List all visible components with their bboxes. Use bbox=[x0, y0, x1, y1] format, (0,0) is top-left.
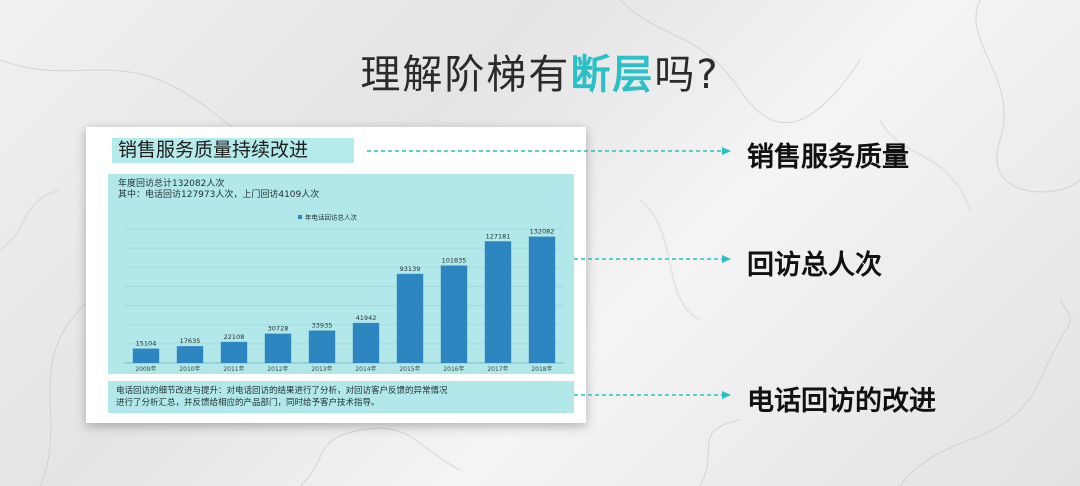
side-label-service-quality: 销售服务质量 bbox=[747, 142, 909, 173]
chart-bar bbox=[396, 273, 424, 363]
arrowhead-2 bbox=[722, 255, 731, 263]
page-title: 理解阶梯有断层吗? bbox=[0, 42, 1080, 100]
chart-bar bbox=[440, 265, 468, 363]
chart-bar bbox=[308, 330, 336, 363]
x-tick-label: 2014年 bbox=[355, 365, 376, 373]
page-title-suffix: 吗? bbox=[654, 52, 720, 98]
improvement-note-line-2: 进行了分析汇总，并反馈给相应的产品部门，同时给予客户技术指导。 bbox=[116, 398, 380, 408]
arrowhead-1 bbox=[722, 147, 731, 155]
chart-bar bbox=[132, 348, 160, 363]
bar-value-label: 17635 bbox=[180, 337, 201, 345]
x-tick-label: 2015年 bbox=[399, 365, 420, 373]
x-tick-label: 2010年 bbox=[179, 365, 200, 373]
chart-bar bbox=[528, 236, 556, 363]
bar-value-label: 93139 bbox=[400, 265, 421, 273]
bar-value-label: 33935 bbox=[312, 322, 333, 330]
x-tick-label: 2012年 bbox=[267, 365, 288, 373]
chart-subtitle-breakdown: 其中：电话回访127973人次，上门回访4109人次 bbox=[118, 190, 320, 200]
bar-value-label: 127181 bbox=[486, 232, 511, 240]
legend-swatch bbox=[298, 215, 302, 219]
bar-value-label: 41942 bbox=[356, 314, 377, 322]
arrowhead-3 bbox=[722, 391, 731, 399]
x-tick-label: 2016年 bbox=[443, 365, 464, 373]
chart-bar bbox=[484, 241, 512, 363]
chart-panel: 年度回访总计132082人次 其中：电话回访127973人次，上门回访4109人… bbox=[108, 174, 574, 374]
x-tick-label: 2009年 bbox=[135, 365, 156, 373]
card-title: 销售服务质量持续改进 bbox=[112, 138, 354, 163]
bar-chart: 年电话回访总人次 15104 2009年 17635 2010年 22108 2011年 30… bbox=[124, 213, 564, 373]
page-title-prefix: 理解阶梯有 bbox=[360, 52, 571, 98]
x-tick-label: 2013年 bbox=[311, 365, 332, 373]
improvement-note-line-1: 电话回访的细节改进与提升：对电话回访的结果进行了分析，对回访客户反馈的异常情况 bbox=[116, 386, 448, 396]
slide-card: 销售服务质量持续改进 年度回访总计132082人次 其中：电话回访127973人… bbox=[86, 127, 586, 423]
x-tick-label: 2017年 bbox=[487, 365, 508, 373]
bar-value-label: 22108 bbox=[224, 333, 245, 341]
legend-label: 年电话回访总人次 bbox=[305, 213, 358, 222]
page-title-highlight: 断层 bbox=[570, 52, 655, 98]
chart-bar bbox=[352, 322, 380, 363]
bar-value-label: 15104 bbox=[136, 340, 157, 348]
bar-value-label: 132082 bbox=[530, 228, 555, 236]
bar-value-label: 101835 bbox=[442, 257, 467, 265]
x-tick-label: 2011年 bbox=[223, 365, 244, 373]
chart-subtitle-total: 年度回访总计132082人次 bbox=[118, 179, 225, 189]
chart-bar bbox=[176, 346, 204, 363]
chart-bar bbox=[264, 333, 292, 363]
x-tick-label: 2018年 bbox=[531, 365, 552, 373]
improvement-note: 电话回访的细节改进与提升：对电话回访的结果进行了分析，对回访客户反馈的异常情况 … bbox=[108, 381, 574, 413]
side-label-call-improvement: 电话回访的改进 bbox=[747, 386, 936, 417]
bar-value-label: 30728 bbox=[268, 325, 289, 333]
side-label-total-visits: 回访总人次 bbox=[747, 250, 882, 281]
chart-bar bbox=[220, 341, 248, 363]
